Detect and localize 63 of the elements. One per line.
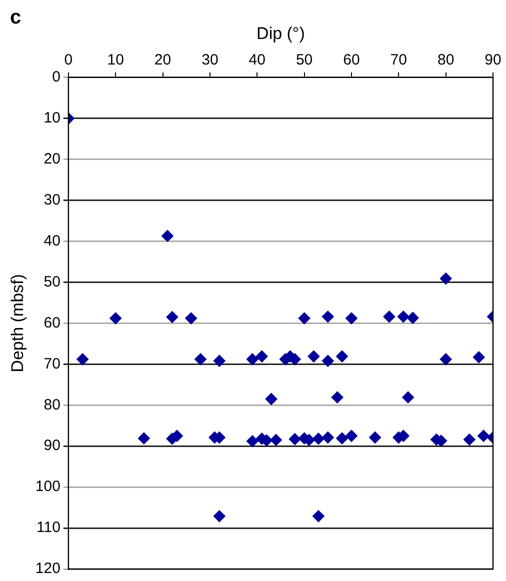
y-tick-label: 120 bbox=[35, 560, 60, 578]
point bbox=[336, 432, 348, 444]
point bbox=[110, 312, 122, 324]
point bbox=[298, 312, 310, 324]
point bbox=[402, 391, 414, 404]
point bbox=[345, 430, 358, 442]
x-tick-label: 20 bbox=[154, 52, 172, 69]
y-tick-label: 70 bbox=[44, 355, 60, 372]
point bbox=[246, 435, 258, 448]
point bbox=[369, 431, 382, 444]
point bbox=[138, 432, 150, 444]
point bbox=[345, 312, 358, 324]
point bbox=[246, 353, 258, 366]
x-tick-label: 40 bbox=[248, 52, 266, 69]
point bbox=[213, 510, 226, 522]
point bbox=[478, 430, 490, 442]
point bbox=[308, 350, 320, 362]
point bbox=[463, 434, 476, 446]
point bbox=[397, 310, 410, 323]
x-tick-label: 70 bbox=[390, 52, 407, 69]
point bbox=[322, 354, 334, 367]
x-tick-label: 80 bbox=[437, 52, 454, 69]
point bbox=[265, 392, 278, 405]
y-tick-label: 110 bbox=[36, 519, 60, 536]
x-tick-label: 60 bbox=[343, 52, 360, 69]
x-axis-title: Dip (°) bbox=[256, 24, 305, 43]
y-tick-label: 50 bbox=[44, 273, 60, 290]
point bbox=[406, 312, 419, 324]
y-axis-title: Depth (mbsf) bbox=[8, 274, 27, 372]
point bbox=[440, 353, 452, 366]
point bbox=[322, 310, 334, 323]
point bbox=[213, 354, 226, 367]
point bbox=[312, 432, 324, 445]
point bbox=[322, 431, 334, 444]
x-tick-label: 10 bbox=[107, 52, 124, 69]
y-tick-label: 40 bbox=[44, 232, 60, 250]
x-tick-label: 0 bbox=[64, 52, 73, 69]
point bbox=[331, 391, 344, 404]
point bbox=[312, 510, 324, 522]
point bbox=[383, 310, 396, 323]
x-tick-label: 30 bbox=[202, 52, 218, 69]
point bbox=[76, 353, 89, 366]
point bbox=[270, 434, 282, 446]
y-tick-label: 100 bbox=[35, 478, 60, 496]
y-tick-label: 30 bbox=[44, 191, 60, 208]
point bbox=[185, 312, 198, 324]
text: c bbox=[10, 6, 22, 29]
y-tick-label: 20 bbox=[44, 150, 60, 168]
y-tick-label: 80 bbox=[44, 396, 60, 414]
point bbox=[472, 351, 485, 364]
point bbox=[194, 353, 207, 366]
point bbox=[336, 350, 348, 362]
point bbox=[440, 272, 452, 285]
x-tick-label: 90 bbox=[484, 52, 502, 69]
point bbox=[161, 230, 174, 242]
point bbox=[256, 350, 268, 362]
x-tick-label: 50 bbox=[296, 52, 313, 69]
y-tick-label: 0 bbox=[52, 68, 60, 86]
y-tick-label: 60 bbox=[44, 314, 60, 332]
point bbox=[288, 433, 301, 446]
y-tick-label: 10 bbox=[44, 110, 60, 127]
y-tick-label: 90 bbox=[44, 437, 60, 454]
point bbox=[166, 311, 178, 324]
